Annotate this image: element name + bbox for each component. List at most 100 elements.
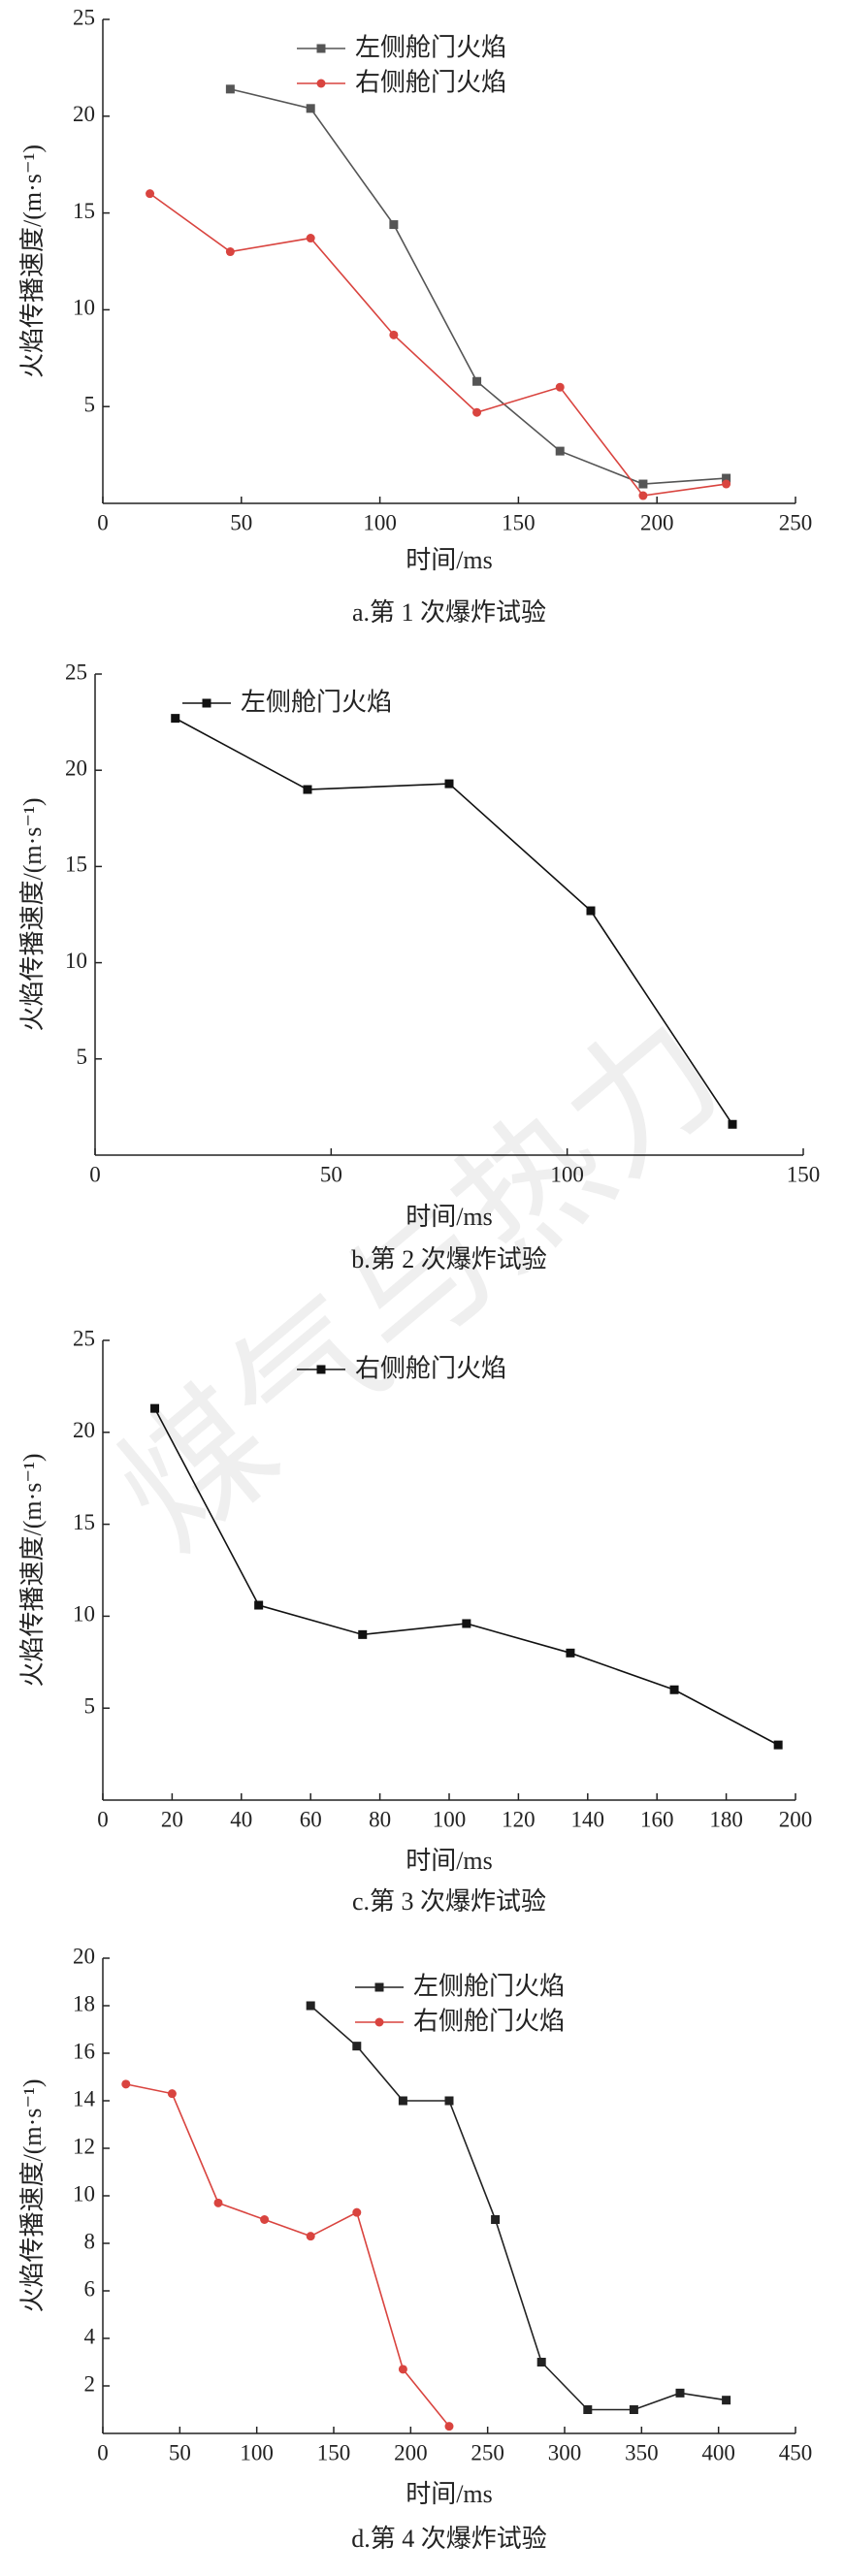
marker [352, 2042, 362, 2051]
legend-label: 右侧舱门火焰 [355, 69, 506, 98]
marker [555, 446, 565, 456]
legend-label: 左侧舱门火焰 [413, 1973, 565, 2002]
y-tick-label: 8 [84, 2229, 96, 2253]
series-line [149, 192, 727, 497]
marker [462, 1619, 471, 1628]
x-axis-label: 时间/ms [406, 1203, 493, 1231]
y-tick-label: 10 [73, 296, 95, 320]
marker [389, 330, 399, 339]
marker [669, 1685, 679, 1694]
marker [358, 1629, 368, 1639]
series-line [125, 2083, 450, 2428]
marker [638, 491, 648, 500]
marker [566, 1648, 575, 1658]
marker [303, 785, 312, 794]
x-tick-label: 120 [502, 1807, 536, 1831]
marker [171, 714, 180, 724]
watermark: 煤气与热力 [87, 984, 753, 1581]
series-line [230, 88, 727, 485]
marker [583, 2405, 593, 2414]
y-tick-label: 15 [73, 199, 95, 223]
marker [306, 104, 315, 113]
x-tick-label: 180 [709, 1807, 743, 1831]
x-tick-label: 0 [97, 2440, 109, 2464]
y-tick-label: 5 [84, 1693, 96, 1718]
y-tick-label: 15 [73, 1510, 95, 1534]
marker [260, 2215, 270, 2224]
x-axis-label: 时间/ms [406, 1847, 493, 1875]
legend-label: 左侧舱门火焰 [241, 689, 392, 718]
y-axis-label: 火焰传播速度/(m·s⁻¹) [18, 145, 47, 378]
y-tick-label: 5 [77, 1045, 88, 1069]
y-tick-label: 14 [73, 2086, 96, 2110]
x-tick-label: 200 [394, 2440, 428, 2464]
marker [722, 473, 731, 483]
marker [167, 2089, 177, 2099]
x-tick-label: 60 [300, 1807, 322, 1831]
x-tick-label: 450 [779, 2440, 813, 2464]
x-tick-label: 200 [779, 1807, 813, 1831]
x-tick-label: 100 [240, 2440, 274, 2464]
marker [722, 479, 731, 489]
marker [536, 2358, 546, 2367]
caption: c.第 3 次爆炸试验 [352, 1887, 546, 1916]
x-tick-label: 50 [169, 2440, 191, 2464]
marker [254, 1600, 264, 1610]
y-tick-label: 25 [65, 660, 87, 684]
x-tick-label: 250 [471, 2440, 504, 2464]
x-tick-label: 40 [230, 1807, 252, 1831]
x-axis-label: 时间/ms [406, 2480, 493, 2508]
y-tick-label: 6 [84, 2276, 96, 2301]
y-tick-label: 25 [73, 1326, 95, 1350]
legend-marker [202, 698, 211, 708]
legend-label: 右侧舱门火焰 [413, 2008, 565, 2037]
y-tick-label: 10 [73, 1602, 95, 1626]
marker [638, 479, 648, 489]
x-tick-label: 80 [369, 1807, 391, 1831]
legend-marker [316, 44, 326, 53]
caption: a.第 1 次爆炸试验 [352, 598, 546, 627]
y-tick-label: 15 [65, 853, 87, 877]
y-tick-label: 12 [73, 2134, 95, 2158]
y-tick-label: 10 [73, 2181, 95, 2206]
x-tick-label: 150 [317, 2440, 351, 2464]
x-tick-label: 100 [550, 1162, 584, 1186]
legend-label: 右侧舱门火焰 [355, 1355, 506, 1384]
marker [146, 189, 155, 199]
y-tick-label: 18 [73, 1991, 95, 2015]
marker [306, 234, 315, 243]
marker [444, 779, 454, 789]
marker [150, 1403, 160, 1413]
x-tick-label: 150 [502, 510, 536, 534]
y-axis-label: 火焰传播速度/(m·s⁻¹) [18, 797, 47, 1031]
marker [444, 2096, 454, 2106]
caption: b.第 2 次爆炸试验 [351, 1245, 547, 1273]
x-axis-label: 时间/ms [406, 546, 493, 574]
x-tick-label: 0 [97, 1807, 109, 1831]
y-axis-label: 火焰传播速度/(m·s⁻¹) [18, 1453, 47, 1687]
y-tick-label: 20 [73, 1944, 95, 1968]
x-tick-label: 50 [230, 510, 252, 534]
marker [213, 2198, 223, 2207]
series-line [309, 2005, 727, 2411]
y-tick-label: 4 [84, 2324, 96, 2348]
marker [728, 1119, 737, 1129]
x-tick-label: 20 [161, 1807, 183, 1831]
marker [629, 2405, 638, 2414]
y-tick-label: 25 [73, 5, 95, 29]
marker [121, 2079, 131, 2089]
marker [389, 220, 399, 230]
y-tick-label: 20 [73, 1418, 95, 1442]
marker [398, 2096, 407, 2106]
marker [306, 2001, 315, 2011]
caption: d.第 4 次爆炸试验 [351, 2525, 547, 2553]
marker [773, 1740, 783, 1750]
x-tick-label: 400 [701, 2440, 735, 2464]
marker [472, 407, 482, 417]
marker [491, 2215, 501, 2224]
x-tick-label: 300 [548, 2440, 582, 2464]
x-tick-label: 100 [363, 510, 397, 534]
y-tick-label: 16 [73, 2039, 95, 2063]
x-tick-label: 0 [97, 510, 109, 534]
